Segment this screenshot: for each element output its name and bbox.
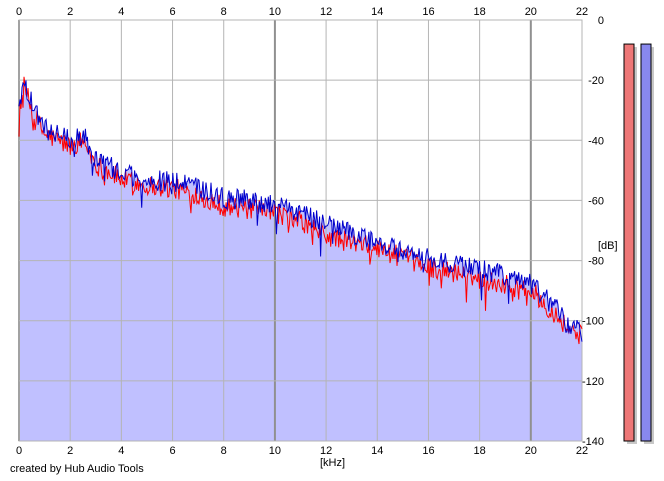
x-tick-label: 0	[16, 6, 22, 18]
x-tick-label: 22	[576, 445, 588, 457]
y-axis-label: [dB]	[598, 240, 618, 252]
credit-text: created by Hub Audio Tools	[10, 463, 144, 475]
x-tick-label: 16	[422, 6, 434, 18]
x-tick-label: 22	[576, 6, 588, 18]
level-meters	[623, 43, 654, 445]
x-axis-label: [kHz]	[320, 457, 346, 469]
x-tick-label: 12	[320, 6, 332, 18]
x-tick-label: 8	[221, 6, 227, 18]
y-tick-label: -80	[588, 256, 604, 268]
x-tick-label: 14	[371, 6, 383, 18]
x-tick-label: 18	[474, 6, 486, 18]
right-level-meter	[640, 43, 652, 442]
x-tick-label: 10	[269, 6, 281, 18]
grid	[18, 19, 583, 442]
x-tick-label: 18	[474, 445, 486, 457]
y-tick-label: -60	[588, 195, 604, 207]
left-level-meter	[623, 43, 635, 442]
x-tick-label: 20	[525, 6, 537, 18]
x-tick-label: 2	[67, 6, 73, 18]
y-tick-labels: 0 -20 -40 -60 -80 -100 -120 -140	[582, 15, 604, 448]
y-tick-label: -140	[582, 436, 604, 448]
series-lines	[18, 76, 583, 345]
x-tick-label: 0	[16, 445, 22, 457]
x-tick-label: 12	[320, 445, 332, 457]
x-tick-labels-top: 0 2 4 6 8 10 12 14 16 18 20 22	[16, 6, 588, 18]
x-tick-label: 6	[169, 6, 175, 18]
y-tick-label: 0	[598, 15, 604, 27]
x-tick-label: 8	[221, 445, 227, 457]
x-tick-label: 10	[269, 445, 281, 457]
x-tick-label: 16	[422, 445, 434, 457]
right-channel-line	[18, 80, 583, 342]
x-tick-label: 2	[67, 445, 73, 457]
x-tick-label: 14	[371, 445, 383, 457]
y-tick-label: -120	[582, 376, 604, 388]
x-tick-label: 6	[169, 445, 175, 457]
x-tick-label: 4	[118, 445, 124, 457]
y-tick-label: -20	[588, 75, 604, 87]
x-tick-label: 4	[118, 6, 124, 18]
x-tick-label: 20	[525, 445, 537, 457]
y-tick-label: -40	[588, 135, 604, 147]
y-tick-label: -100	[582, 316, 604, 328]
plot-frame	[18, 19, 583, 442]
x-tick-labels-bottom: 0 2 4 6 8 10 12 14 16 18 20 22	[16, 445, 588, 457]
